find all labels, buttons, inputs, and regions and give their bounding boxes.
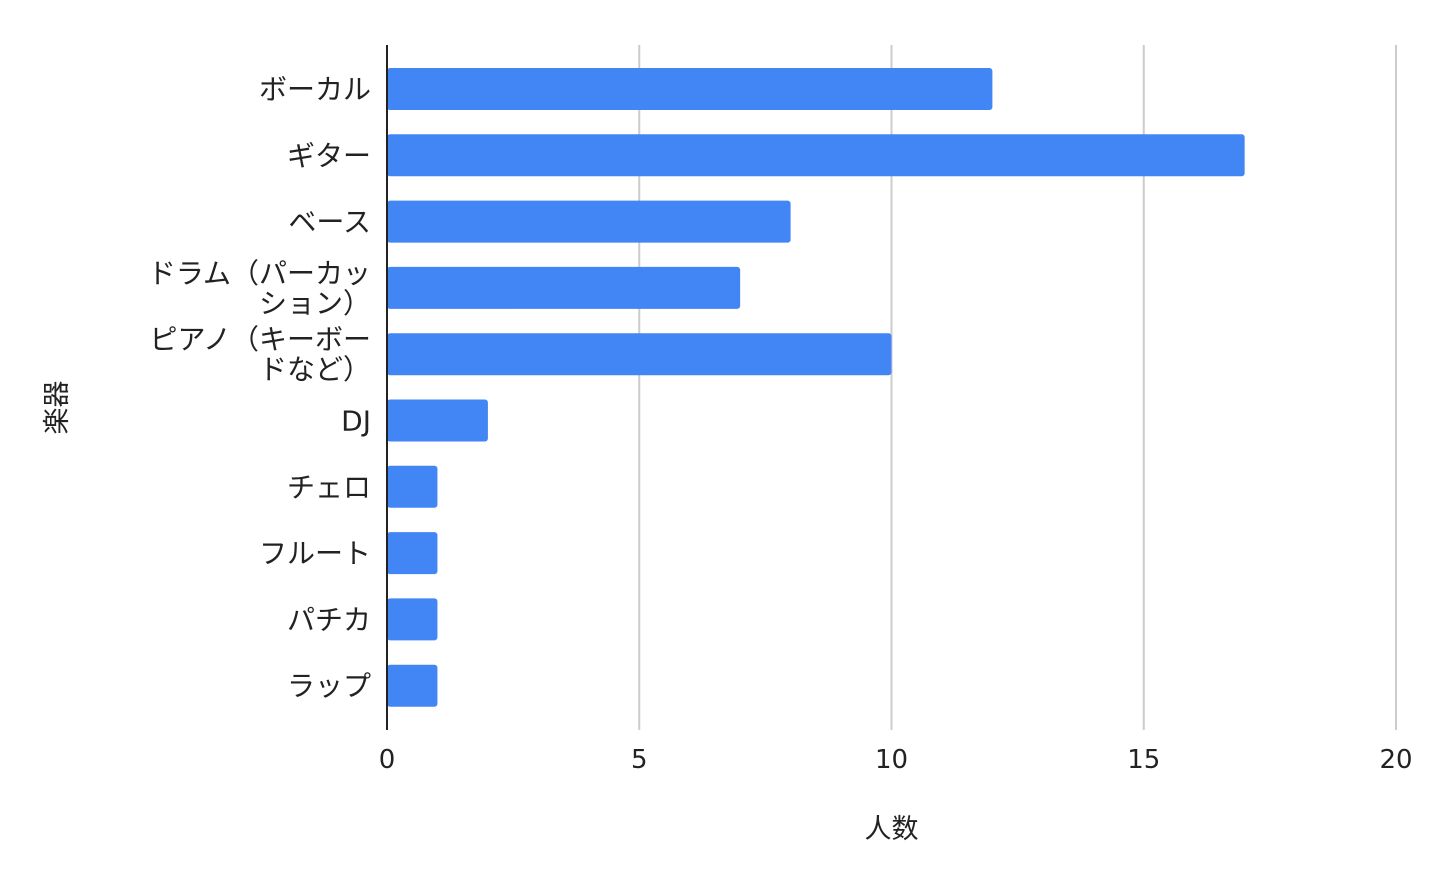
y-category-label: パチカ bbox=[287, 603, 371, 636]
y-category-label: ション） bbox=[259, 287, 371, 320]
x-tick-label: 0 bbox=[379, 745, 396, 775]
bar bbox=[387, 664, 438, 707]
y-category-label: ラップ bbox=[287, 670, 371, 703]
bar bbox=[387, 333, 892, 376]
x-axis-title: 人数 bbox=[865, 814, 919, 845]
y-category-label: ピアノ（キーボー bbox=[150, 323, 371, 356]
y-category-label: ベース bbox=[288, 206, 371, 239]
y-category-label: ボーカル bbox=[259, 73, 371, 106]
y-category-label: DJ bbox=[341, 405, 371, 438]
bar bbox=[387, 598, 438, 641]
labels: 0 5 10 15 20 ボーカルギターベースドラム（パーカッション）ピアノ（キーボードな… bbox=[148, 73, 1413, 775]
x-tick-label: 20 bbox=[1379, 745, 1412, 775]
y-category-label: ドなど） bbox=[259, 353, 371, 386]
bar bbox=[387, 465, 438, 508]
bar bbox=[387, 532, 438, 575]
y-category-label: フルート bbox=[259, 537, 371, 570]
y-category-label: ギター bbox=[287, 139, 371, 172]
y-axis-title: 楽器 bbox=[42, 381, 73, 435]
bars bbox=[387, 68, 1245, 707]
bar bbox=[387, 399, 488, 442]
y-category-label: ドラム（パーカッ bbox=[148, 257, 371, 290]
x-tick-label: 5 bbox=[631, 745, 648, 775]
bar bbox=[387, 200, 791, 243]
y-category-label: チェロ bbox=[287, 471, 371, 504]
bar bbox=[387, 68, 993, 110]
x-tick-label: 15 bbox=[1127, 745, 1160, 775]
bar bbox=[387, 134, 1245, 177]
bar bbox=[387, 266, 741, 309]
x-tick-label: 10 bbox=[875, 745, 908, 775]
